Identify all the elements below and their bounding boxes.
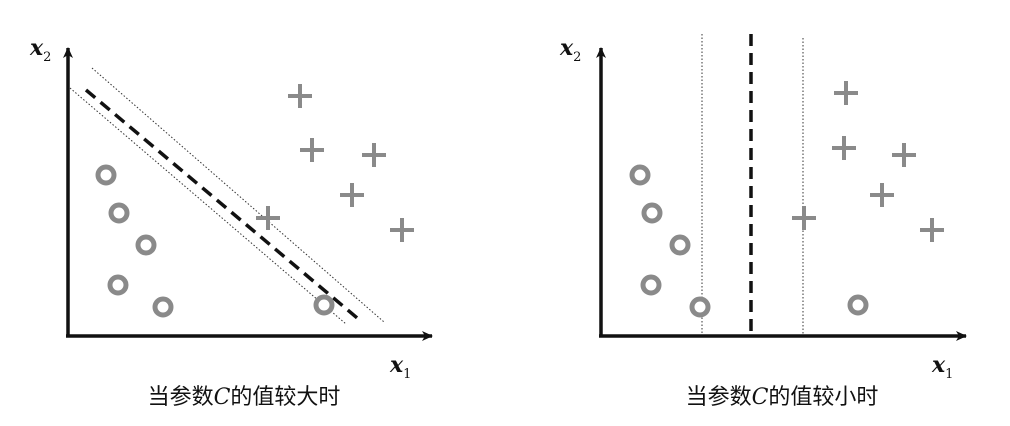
lower-margin-line [69, 87, 347, 325]
circle-marker-icon [152, 296, 174, 318]
circle-markers [95, 164, 335, 318]
decision-boundary [84, 88, 364, 324]
panel-small-c: x2 x1 当参数C的值较小时 [559, 34, 967, 410]
panel-caption: 当参数C的值较大时 [148, 385, 341, 410]
panel-large-c: x2 x1 当参数C的值较大时 [29, 35, 433, 410]
y-axis-label: x2 [559, 35, 581, 65]
circle-marker-icon [689, 296, 711, 318]
circle-marker-icon [108, 202, 130, 224]
circle-marker-icon [135, 234, 157, 256]
circle-marker-icon [107, 274, 129, 296]
upper-margin-line [91, 67, 385, 323]
circle-marker-icon [629, 164, 651, 186]
circle-markers [629, 164, 869, 318]
plus-marker-icon [892, 143, 916, 167]
plus-marker-icon [390, 218, 414, 242]
circle-marker-icon [641, 202, 663, 224]
plus-marker-icon [870, 183, 894, 207]
circle-marker-icon [847, 294, 869, 316]
plus-marker-icon [920, 218, 944, 242]
plus-marker-icon [832, 136, 856, 160]
x-axis-label: x1 [389, 352, 411, 382]
circle-marker-icon [640, 274, 662, 296]
x-axis-label: x1 [931, 352, 953, 382]
plus-markers [792, 81, 944, 242]
y-axis-label: x2 [29, 35, 51, 65]
circle-marker-icon [95, 164, 117, 186]
plus-markers [256, 84, 414, 242]
plus-marker-icon [288, 84, 312, 108]
plus-marker-icon [792, 206, 816, 230]
plus-marker-icon [300, 138, 324, 162]
circle-marker-icon [669, 234, 691, 256]
plus-marker-icon [340, 183, 364, 207]
plus-marker-icon [362, 143, 386, 167]
plus-marker-icon [256, 206, 280, 230]
circle-marker-icon [313, 294, 335, 316]
plus-marker-icon [834, 81, 858, 105]
panel-caption: 当参数C的值较小时 [686, 385, 879, 410]
